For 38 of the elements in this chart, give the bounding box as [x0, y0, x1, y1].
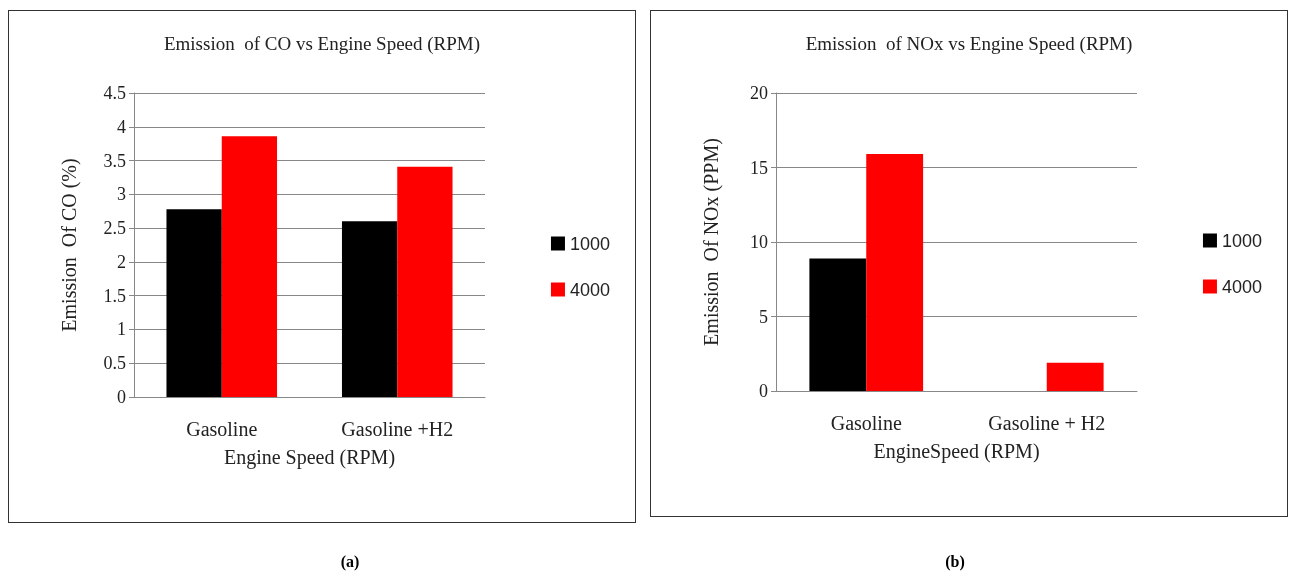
y-tick-label: 1.5: [103, 285, 126, 306]
x-axis-title: EngineSpeed (RPM): [873, 440, 1040, 463]
bar: [166, 209, 222, 397]
legend-label: 1000: [569, 233, 610, 254]
x-axis-title: Engine Speed (RPM): [223, 446, 396, 469]
chart-title: Emission of NOx vs Engine Speed (RPM): [805, 33, 1133, 55]
x-tick-label: Gasoline: [186, 418, 258, 440]
x-tick-label: Gasoline + H2: [988, 412, 1106, 434]
y-tick-label: 4.5: [103, 83, 126, 103]
y-axis-title: Emission Of NOx (PPM): [700, 138, 723, 346]
y-tick-label: 0.5: [103, 353, 126, 374]
bar: [341, 221, 398, 397]
y-tick-label: 2: [117, 251, 126, 272]
y-tick-label: 0: [117, 387, 126, 407]
x-tick-label: Gasoline +H2: [341, 418, 454, 440]
bar: [221, 136, 278, 397]
legend-label: 4000: [569, 279, 610, 300]
y-tick-label: 10: [750, 232, 768, 252]
y-tick-label: 5: [759, 306, 768, 327]
y-tick-label: 3: [117, 184, 126, 205]
bar: [866, 154, 924, 391]
legend-label: 1000: [1221, 230, 1262, 251]
chart-title: Emission of CO vs Engine Speed (RPM): [163, 33, 481, 55]
text: (b): [944, 553, 966, 571]
bar: [397, 166, 453, 397]
bar: [809, 258, 867, 391]
y-axis-title: Emission Of CO (%): [58, 158, 81, 332]
x-tick-label: Gasoline: [830, 412, 902, 434]
y-tick-label: 2.5: [103, 218, 126, 239]
y-tick-label: 0: [759, 381, 768, 401]
y-tick-label: 1: [117, 319, 126, 340]
y-tick-label: 3.5: [103, 150, 126, 171]
y-tick-label: 15: [750, 157, 768, 178]
y-tick-label: 20: [750, 83, 768, 103]
text: (a): [339, 553, 361, 571]
bar: [1046, 362, 1104, 391]
y-tick-label: 4: [117, 116, 126, 137]
legend-label: 4000: [1221, 276, 1262, 297]
